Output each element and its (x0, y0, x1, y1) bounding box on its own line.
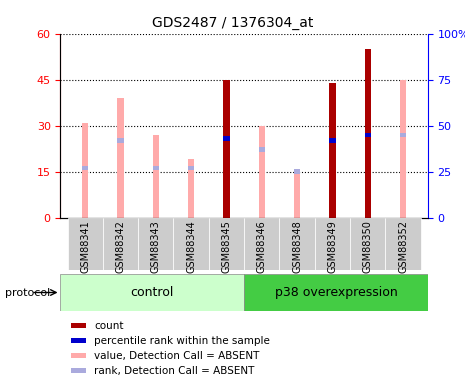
Bar (153, 135, 159, 218)
Text: GSM88342: GSM88342 (115, 220, 126, 273)
Bar (138, 217, 173, 270)
Bar (244, 274, 428, 311)
Bar (400, 132, 406, 137)
Text: GSM88348: GSM88348 (292, 220, 302, 273)
Text: GSM88344: GSM88344 (186, 220, 196, 273)
Bar (329, 83, 336, 218)
Text: GSM88343: GSM88343 (151, 220, 161, 273)
Text: GSM88341: GSM88341 (80, 220, 90, 273)
Bar (279, 217, 315, 270)
Bar (153, 166, 159, 170)
Text: GSM88346: GSM88346 (257, 220, 267, 273)
Bar (223, 80, 230, 218)
Bar (223, 136, 230, 141)
Bar (188, 159, 194, 218)
Bar (209, 217, 244, 270)
Bar (294, 168, 300, 217)
Bar (365, 49, 371, 217)
Bar (117, 138, 124, 142)
Bar (385, 217, 421, 270)
Bar (103, 217, 138, 270)
Bar (400, 80, 406, 218)
Text: rank, Detection Call = ABSENT: rank, Detection Call = ABSENT (94, 366, 254, 375)
Bar (259, 126, 265, 218)
Text: GSM88350: GSM88350 (363, 220, 373, 273)
Bar (329, 138, 336, 142)
Text: count: count (94, 321, 124, 331)
Bar (82, 123, 88, 218)
Text: value, Detection Call = ABSENT: value, Detection Call = ABSENT (94, 351, 259, 361)
Bar (71, 368, 86, 373)
Bar (71, 323, 86, 328)
Bar (71, 338, 86, 343)
Bar (60, 274, 244, 311)
Bar (244, 217, 279, 270)
Text: GSM88345: GSM88345 (221, 220, 232, 273)
Text: GSM88352: GSM88352 (398, 220, 408, 273)
Bar (117, 98, 124, 218)
Text: control: control (131, 286, 174, 299)
Bar (315, 217, 350, 270)
Text: GSM88349: GSM88349 (327, 220, 338, 273)
Title: GDS2487 / 1376304_at: GDS2487 / 1376304_at (153, 16, 314, 30)
Bar (294, 169, 300, 174)
Bar (259, 147, 265, 152)
Bar (67, 217, 103, 270)
Bar (82, 166, 88, 170)
Bar (188, 166, 194, 170)
Text: protocol: protocol (5, 288, 50, 297)
Bar (71, 353, 86, 358)
Bar (350, 217, 385, 270)
Text: p38 overexpression: p38 overexpression (275, 286, 397, 299)
Bar (173, 217, 209, 270)
Bar (365, 132, 371, 137)
Text: percentile rank within the sample: percentile rank within the sample (94, 336, 270, 346)
